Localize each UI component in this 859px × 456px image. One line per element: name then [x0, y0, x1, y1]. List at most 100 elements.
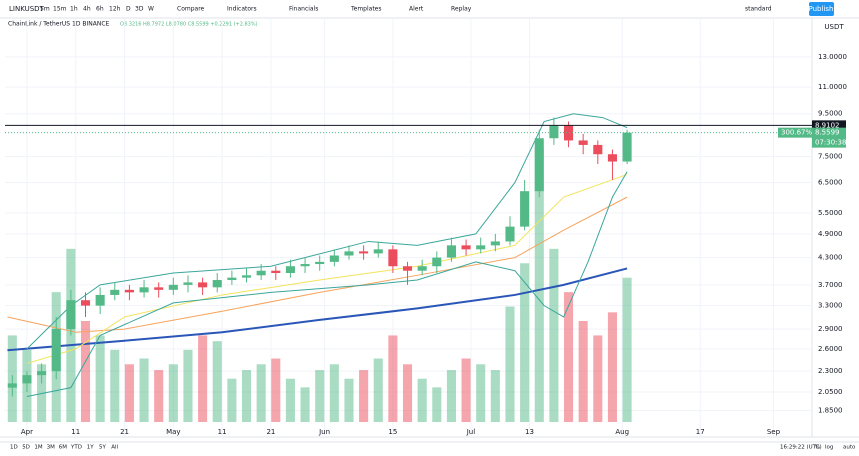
y-tick-label: 4.3000: [818, 254, 843, 262]
candle-body: [359, 251, 369, 254]
interval-button[interactable]: 3D: [135, 6, 144, 13]
volume-bar: [622, 277, 632, 422]
range-button[interactable]: 1D: [10, 445, 18, 451]
volume-bar: [124, 364, 134, 422]
y-tick-label: 1.8500: [818, 407, 843, 415]
x-tick-label: 11: [71, 428, 80, 436]
volume-bar: [271, 358, 281, 422]
volume-bar: [446, 370, 456, 422]
scale-option[interactable]: %: [815, 445, 820, 451]
volume-bar: [490, 370, 500, 422]
interval-button[interactable]: 5m: [40, 6, 50, 13]
y-tick-label: 2.3000: [818, 367, 843, 375]
y-tick-label: 5.5000: [818, 209, 843, 217]
range-button[interactable]: All: [111, 445, 118, 451]
interval-button[interactable]: 15m: [53, 6, 67, 13]
interval-button[interactable]: D: [126, 6, 131, 13]
volume-bar: [183, 349, 193, 422]
countdown: 07:30:38: [815, 139, 846, 147]
range-button[interactable]: YTD: [70, 445, 82, 451]
indicator-line: [26, 171, 628, 397]
toolbar-button[interactable]: Replay: [451, 6, 472, 13]
layout-name[interactable]: standard: [745, 6, 772, 13]
volume-bar: [110, 349, 120, 422]
candle-body: [446, 245, 456, 258]
x-tick-label: Aug: [615, 428, 629, 436]
volume-bar: [505, 306, 515, 422]
candle-body: [315, 261, 325, 265]
candle-body: [622, 132, 632, 162]
candle-body: [51, 329, 61, 372]
publish-label[interactable]: Publish: [809, 5, 834, 13]
candle-body: [7, 383, 17, 388]
x-tick-label: Jun: [318, 428, 330, 436]
x-tick-label: Apr: [21, 428, 33, 436]
volume-bar: [227, 378, 237, 422]
candle-body: [300, 264, 310, 267]
range-button[interactable]: 5Y: [99, 445, 106, 451]
toolbar-button[interactable]: Indicators: [227, 6, 257, 13]
indicator-line: [26, 113, 628, 350]
legend-ohlc: O8.3216 H8.7972 L8.0780 C8.5599 +0.2291 …: [120, 22, 258, 28]
range-button[interactable]: 5D: [22, 445, 30, 451]
symbol[interactable]: LINKUSDT: [9, 5, 45, 13]
candle-body: [183, 282, 193, 285]
interval-button[interactable]: W: [148, 6, 154, 13]
volume-bar: [607, 312, 617, 422]
range-button[interactable]: 3M: [47, 445, 55, 451]
range-button[interactable]: 1Y: [87, 445, 94, 451]
high-marker-label: 8.9102: [815, 121, 840, 129]
volume-bar: [373, 358, 383, 422]
volume-bar: [168, 364, 178, 422]
x-tick-label: 21: [120, 428, 129, 436]
y-tick-label: 2.9000: [818, 325, 843, 333]
interval-button[interactable]: 12h: [109, 6, 121, 13]
x-tick-label: Sep: [767, 428, 781, 436]
x-tick-label: 21: [266, 428, 275, 436]
candle-body: [593, 144, 603, 155]
volume-bar: [359, 370, 369, 422]
last-price-box: [812, 127, 846, 148]
y-tick-label: 13.0000: [818, 53, 847, 61]
candle-body: [388, 249, 398, 267]
candle-body: [37, 371, 47, 376]
volume-bar: [388, 335, 398, 422]
interval-button[interactable]: 4h: [83, 6, 91, 13]
volume-bar: [285, 378, 295, 422]
volume-bar: [80, 321, 91, 422]
interval-button[interactable]: 1h: [70, 6, 78, 13]
candle-body: [520, 191, 530, 227]
x-tick-label: 13: [525, 428, 534, 436]
candle-body: [124, 289, 134, 293]
toolbar-button[interactable]: Templates: [350, 6, 382, 13]
volume-bar: [256, 364, 266, 422]
range-button[interactable]: 1M: [34, 445, 42, 451]
publish-button[interactable]: [809, 2, 834, 16]
toolbar-button[interactable]: Alert: [409, 6, 424, 13]
toolbar-button[interactable]: Compare: [177, 6, 205, 13]
y-tick-label: 2.0500: [818, 388, 843, 396]
range-button[interactable]: 6M: [59, 445, 67, 451]
y-tick-label: 3.7000: [818, 281, 843, 289]
toolbar-button[interactable]: Financials: [289, 6, 318, 13]
volume-bar: [578, 321, 588, 422]
candle-body: [329, 255, 339, 262]
clock: 16:29:22 (UTC): [780, 445, 822, 451]
currency: USDT: [824, 23, 844, 31]
y-tick-label: 6.5000: [818, 179, 843, 187]
legend-title: ChainLink / TetherUS 1D BINANCE: [8, 21, 110, 28]
volume-bar: [329, 364, 339, 422]
scale-option[interactable]: log: [825, 445, 833, 451]
candle-body: [344, 251, 354, 256]
x-tick-label: 15: [388, 428, 397, 436]
volume-bar: [315, 370, 325, 422]
interval-button[interactable]: 6h: [96, 6, 104, 13]
volume-bar: [198, 335, 208, 422]
candle-body: [505, 226, 515, 242]
candle-body: [241, 275, 252, 278]
scale-option[interactable]: auto: [843, 445, 856, 451]
volume-bar: [417, 378, 427, 422]
candle-body: [110, 289, 120, 295]
volume-bar: [95, 335, 105, 422]
